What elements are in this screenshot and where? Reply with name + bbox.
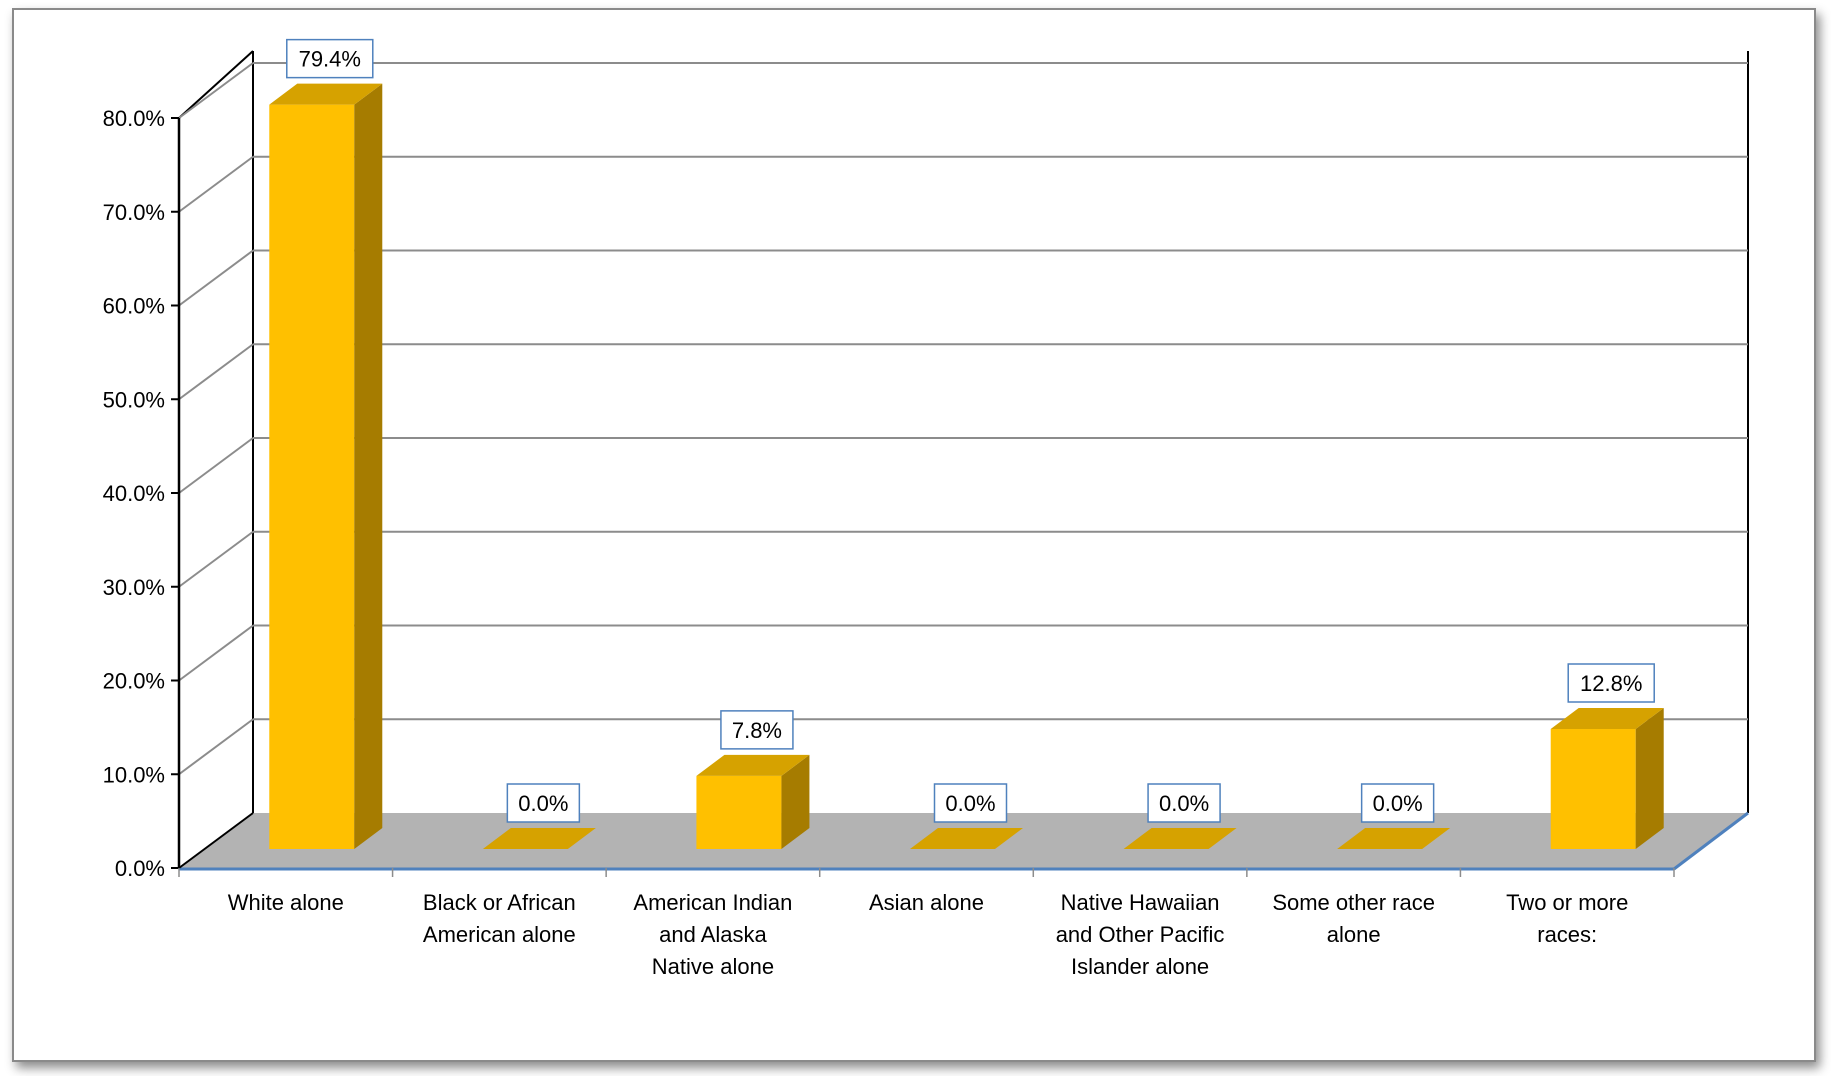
- data-label: 0.0%: [1147, 783, 1221, 823]
- bar: [1123, 828, 1237, 849]
- y-tick-label: 10.0%: [103, 762, 165, 787]
- side-wall-top-edge: [178, 50, 254, 119]
- y-tick-label: 80.0%: [103, 106, 165, 131]
- data-label-box: [286, 38, 374, 79]
- bar-side-face: [354, 83, 383, 849]
- bar: [1550, 708, 1664, 849]
- bars: [269, 83, 1664, 849]
- data-label: 0.0%: [1360, 783, 1435, 823]
- data-label-text: 79.4%: [299, 47, 361, 72]
- x-axis-ticks: White alone Black or African American alon…: [178, 868, 1675, 979]
- bar-front-face: [1550, 729, 1636, 849]
- data-label: 12.8%: [1567, 663, 1655, 703]
- bar: [910, 828, 1023, 849]
- y-tick-label: 40.0%: [103, 481, 165, 506]
- gridline-side: [178, 437, 254, 494]
- data-label: 7.8%: [720, 710, 794, 750]
- y-tick-label: 50.0%: [103, 387, 165, 412]
- data-label-box: [1567, 663, 1655, 703]
- x-tick-label: White alone: [228, 890, 344, 915]
- floor-left-edge: [178, 812, 254, 869]
- data-labels: 79.4% 0.0% 7.8% 0.0% 0.0% 0.0% 12.8%: [286, 38, 1655, 823]
- data-label-text: 7.8%: [732, 718, 782, 743]
- gridline-side: [178, 343, 254, 401]
- x-tick-label: Two or more races:: [1506, 890, 1628, 947]
- chart-walls: [178, 50, 1749, 813]
- x-tick-label: Asian alone: [869, 890, 984, 915]
- x-tick-label: American Indian and Alaska Native alone: [633, 890, 792, 979]
- y-tick-label: 0.0%: [115, 856, 165, 881]
- y-tick-label: 20.0%: [103, 669, 165, 694]
- x-tick-label: Native Hawaiian and Other Pacific Islander…: [1056, 890, 1225, 979]
- bar-top-face: [269, 83, 383, 105]
- gridline-side: [178, 155, 254, 213]
- bar-top-face: [696, 754, 810, 776]
- bar: [482, 828, 596, 849]
- data-label-text: 0.0%: [1373, 791, 1423, 816]
- gridline-side: [178, 530, 254, 588]
- bar-side-face: [1635, 708, 1664, 849]
- gridline-side: [178, 249, 254, 307]
- data-label: 79.4%: [286, 38, 374, 79]
- gridline-side: [178, 718, 254, 776]
- data-label-text: 0.0%: [945, 791, 995, 816]
- x-axis-depth-line: [1673, 811, 1749, 871]
- bar-front-face: [696, 775, 782, 849]
- bar-chart: 0.0% 10.0% 20.0% 30.0% 40.0% 50.0% 60.0% 70.0% 8…: [103, 38, 1749, 979]
- data-label: 0.0%: [933, 783, 1008, 823]
- data-label-box: [1360, 783, 1435, 823]
- chart-frame: 0.0% 10.0% 20.0% 30.0% 40.0% 50.0% 60.0% 70.0% 8…: [12, 8, 1816, 1062]
- gridlines: [178, 62, 1748, 776]
- bar: [1337, 828, 1451, 849]
- bar-side-face: [781, 754, 810, 849]
- bar-top-face: [482, 828, 596, 849]
- data-label-text: 0.0%: [518, 791, 568, 816]
- bar-top-face: [1337, 828, 1451, 849]
- y-axis-ticks: 0.0% 10.0% 20.0% 30.0% 40.0% 50.0% 60.0% 70.0% 8…: [103, 106, 179, 881]
- data-label-box: [506, 783, 581, 823]
- bar: [696, 754, 810, 849]
- data-label-text: 12.8%: [1580, 671, 1642, 696]
- data-label-box: [1147, 783, 1221, 823]
- data-label-text: 0.0%: [1159, 791, 1209, 816]
- bar-front-face: [269, 104, 355, 849]
- bar-top-face: [910, 828, 1023, 849]
- bar: [269, 83, 383, 849]
- y-tick-label: 60.0%: [103, 294, 165, 319]
- x-tick-label: Some other race alone: [1272, 890, 1435, 947]
- data-label-box: [933, 783, 1008, 823]
- bar-top-face: [1550, 708, 1664, 729]
- data-label: 0.0%: [506, 783, 581, 823]
- gridline-side: [178, 624, 254, 682]
- bar-top-face: [1123, 828, 1237, 849]
- y-tick-label: 70.0%: [103, 200, 165, 225]
- gridline-side: [178, 62, 254, 119]
- data-label-box: [720, 710, 794, 750]
- y-tick-label: 30.0%: [103, 575, 165, 600]
- x-tick-label: Black or African American alone: [423, 890, 576, 947]
- axes: [177, 118, 1749, 871]
